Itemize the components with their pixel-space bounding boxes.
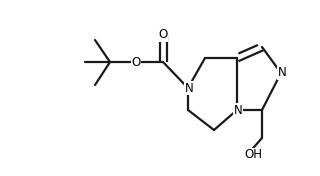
Text: O: O <box>132 55 140 68</box>
Text: N: N <box>278 67 286 80</box>
Text: OH: OH <box>244 149 262 162</box>
Text: N: N <box>185 81 193 95</box>
Text: N: N <box>234 103 242 117</box>
Text: O: O <box>158 29 168 42</box>
